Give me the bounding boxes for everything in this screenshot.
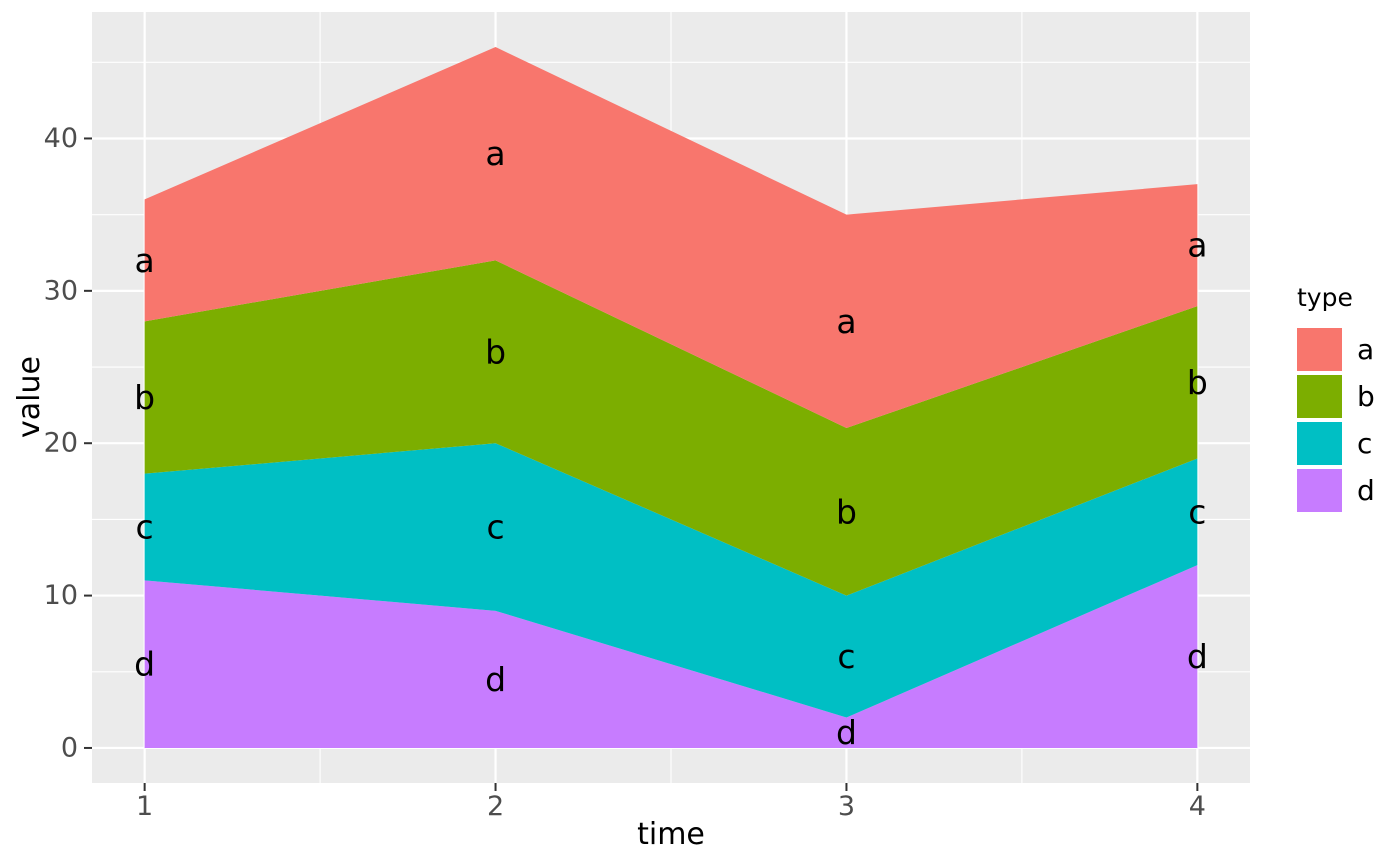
area-b [144,260,1198,596]
area-label-d-x3: d [836,713,857,752]
legend-entry-label: c [1357,426,1373,460]
y-axis-title: value [12,356,47,438]
area-label-b-x3: b [836,492,857,531]
area-label-a-x1: a [135,241,155,280]
x-tick-label: 3 [838,791,855,822]
area-label-a-x2: a [485,134,505,173]
area-label-c-x4: c [1188,492,1206,531]
area-label-c-x1: c [136,508,154,547]
area-label-d-x1: d [134,645,155,684]
area-c [144,443,1198,718]
y-tick-label: 20 [44,428,78,459]
y-tick-label: 10 [44,580,78,611]
area-a [144,47,1198,428]
legend-entry-label: a [1357,332,1375,366]
area-d [144,565,1198,748]
area-label-a-x4: a [1187,226,1207,265]
legend-entry-d: d [1297,469,1375,512]
area-label-b-x1: b [134,378,155,417]
area-label-b-x2: b [485,332,506,371]
area-label-a-x3: a [836,302,856,341]
y-tick-label: 40 [44,123,78,154]
x-tick-label: 4 [1189,791,1206,822]
x-tick-label: 2 [487,791,504,822]
legend-key-swatch-b [1297,375,1342,418]
y-tick-label: 0 [61,732,78,763]
legend-title: type [1297,283,1353,312]
legend-entry-c: c [1297,422,1375,465]
legend-entry-b: b [1297,375,1375,418]
area-label-c-x3: c [837,637,855,676]
legend-entry-label: b [1357,379,1375,413]
y-tick-label: 30 [44,275,78,306]
area-label-d-x2: d [485,660,506,699]
legend-entry-label: d [1357,473,1375,507]
x-axis-title: time [637,817,705,852]
legend-key-swatch-c [1297,422,1342,465]
area-label-d-x4: d [1187,637,1208,676]
legend-key-swatch-a [1297,328,1342,371]
legend-key-swatch-d [1297,469,1342,512]
legend-entry-a: a [1297,328,1375,371]
area-label-c-x2: c [486,508,504,547]
x-tick-label: 1 [136,791,153,822]
area-label-b-x4: b [1187,363,1208,402]
